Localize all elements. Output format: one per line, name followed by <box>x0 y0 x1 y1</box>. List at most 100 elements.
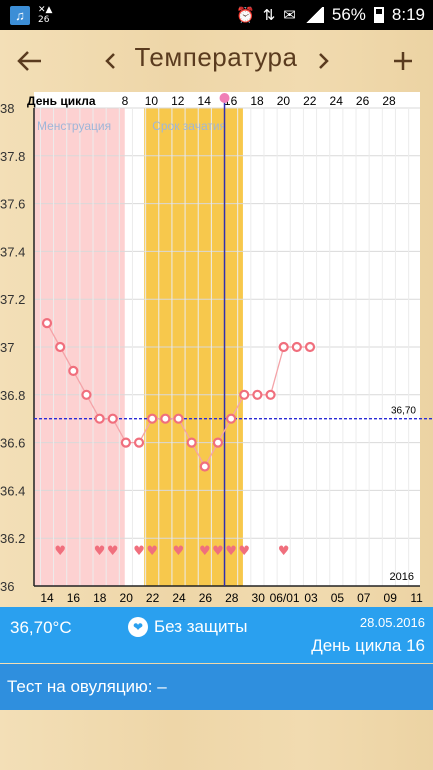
top-tick-label: 8 <box>122 94 129 108</box>
ovulation-test-label: Тест на овуляцию: – <box>7 677 167 696</box>
y-tick-label: 37 <box>0 340 14 355</box>
y-tick-label: 37.4 <box>0 244 25 259</box>
plus-icon <box>394 52 412 70</box>
status-time: 8:19 <box>391 5 425 24</box>
y-tick-label: 37.6 <box>0 197 25 212</box>
intercourse-heart-icon: ♥ <box>199 544 211 559</box>
top-tick-label: 20 <box>277 94 291 108</box>
temperature-point <box>173 413 184 424</box>
temperature-point <box>107 413 118 424</box>
intercourse-heart-icon: ♥ <box>54 544 66 559</box>
temperature-point <box>186 437 197 448</box>
intercourse-heart-icon: ♥ <box>146 544 158 559</box>
temperature-point <box>147 413 158 424</box>
chevron-right-icon <box>319 53 329 69</box>
intercourse-heart-icon: ♥ <box>238 544 250 559</box>
back-button[interactable] <box>14 44 50 78</box>
protection-status[interactable]: ❤ Без защиты <box>128 617 248 637</box>
temperature-point <box>212 437 224 448</box>
bottom-tick-label: 11 <box>410 591 423 605</box>
temperature-point <box>120 437 132 448</box>
protection-label: Без защиты <box>154 617 248 636</box>
add-button[interactable] <box>388 44 418 78</box>
top-tick-label: 26 <box>356 94 370 108</box>
toolbar: Температура <box>0 30 433 92</box>
bottom-tick-label: 14 <box>40 591 54 605</box>
bottom-tick-label: 20 <box>120 591 134 605</box>
y-tick-label: 37.8 <box>0 149 25 164</box>
top-tick-label: 10 <box>145 94 159 108</box>
y-tick-label: 37.2 <box>0 292 25 307</box>
year-label: 2016 <box>390 571 414 583</box>
mail-icon: ✉ <box>283 7 296 24</box>
temperature-point <box>160 413 171 424</box>
fertile-label: Срок зачатия <box>152 119 226 133</box>
data-icon: ⇅ <box>262 7 276 24</box>
bottom-tick-label: 05 <box>331 591 345 605</box>
previous-button[interactable] <box>100 44 122 78</box>
temperature-point <box>199 461 210 472</box>
chevron-left-icon <box>105 53 115 69</box>
signal-icon <box>303 7 324 23</box>
bottom-tick-label: 07 <box>357 591 371 605</box>
bottom-tick-label: 06/01 <box>270 591 300 605</box>
bottom-tick-label: 22 <box>146 591 160 605</box>
temperature-point <box>226 413 237 424</box>
intercourse-heart-icon: ♥ <box>173 544 185 559</box>
ovulation-test-panel[interactable]: Тест на овуляцию: – <box>0 664 433 710</box>
bottom-tick-label: 16 <box>67 591 81 605</box>
menstruation-label: Менструация <box>37 119 111 133</box>
temperature-point <box>291 341 302 353</box>
top-tick-label: 22 <box>303 94 317 108</box>
top-axis-label: День цикла <box>27 94 96 108</box>
bottom-tick-label: 30 <box>252 591 266 605</box>
y-tick-label: 38 <box>0 101 14 116</box>
temperature-point <box>94 413 105 424</box>
intercourse-heart-icon: ♥ <box>107 544 119 559</box>
intercourse-heart-icon: ♥ <box>212 544 224 559</box>
info-panel: 36,70°C ❤ Без защиты 28.05.2016 День цик… <box>0 607 433 663</box>
music-note-icon: ♫ <box>10 6 30 25</box>
intercourse-heart-icon: ♥ <box>225 544 237 559</box>
temperature-point <box>133 437 145 448</box>
current-temperature: 36,70°C <box>10 618 72 637</box>
temperature-point <box>239 389 250 400</box>
arrow-left-icon <box>17 51 41 71</box>
alarm-icon: ⏰ <box>236 7 255 24</box>
top-tick-label: 12 <box>171 94 185 108</box>
y-tick-label: 36.4 <box>0 483 25 498</box>
temperature-chart[interactable]: Менструация Срок зачатия День цикла 8 10 12 14… <box>0 92 433 608</box>
y-tick-label: 36.2 <box>0 531 25 546</box>
selected-date: 28.05.2016 <box>359 615 425 630</box>
intercourse-heart-icon: ♥ <box>94 544 106 559</box>
bottom-tick-label: 18 <box>93 591 107 605</box>
temperature-line-segment <box>269 346 285 395</box>
status-small-text: ✕▲ 26 <box>38 5 53 25</box>
intercourse-heart-icon: ♥ <box>133 544 145 559</box>
temperature-point <box>252 389 263 400</box>
top-tick-label: 18 <box>250 94 264 108</box>
status-right-group: ⏰ ⇅ ✉ 56% 8:19 <box>236 5 425 25</box>
temperature-point <box>68 365 79 376</box>
temperature-point <box>265 389 276 400</box>
reference-line-label: 36,70 <box>391 406 416 417</box>
bottom-tick-label: 09 <box>384 591 398 605</box>
status-bar: ♫ ✕▲ 26 ⏰ ⇅ ✉ 56% 8:19 <box>0 0 433 30</box>
bottom-tick-label: 28 <box>225 591 239 605</box>
y-tick-label: 36.8 <box>0 388 25 403</box>
top-tick-label: 14 <box>198 94 212 108</box>
cycle-day: День цикла 16 <box>311 636 425 655</box>
bottom-tick-label: 24 <box>172 591 186 605</box>
temperature-point <box>81 389 92 400</box>
page-title: Температура <box>134 42 298 72</box>
y-tick-label: 36.6 <box>0 436 25 451</box>
temperature-point <box>41 318 53 329</box>
intercourse-heart-icon: ♥ <box>278 544 290 559</box>
temperature-chart-svg[interactable]: Менструация Срок зачатия День цикла 8 10 12 14… <box>0 92 433 608</box>
temperature-point <box>304 341 316 353</box>
heart-icon: ❤ <box>128 617 148 637</box>
battery-percent: 56% <box>331 5 366 24</box>
temperature-point <box>55 341 66 353</box>
next-button[interactable] <box>312 44 334 78</box>
top-tick-label: 24 <box>330 94 344 108</box>
